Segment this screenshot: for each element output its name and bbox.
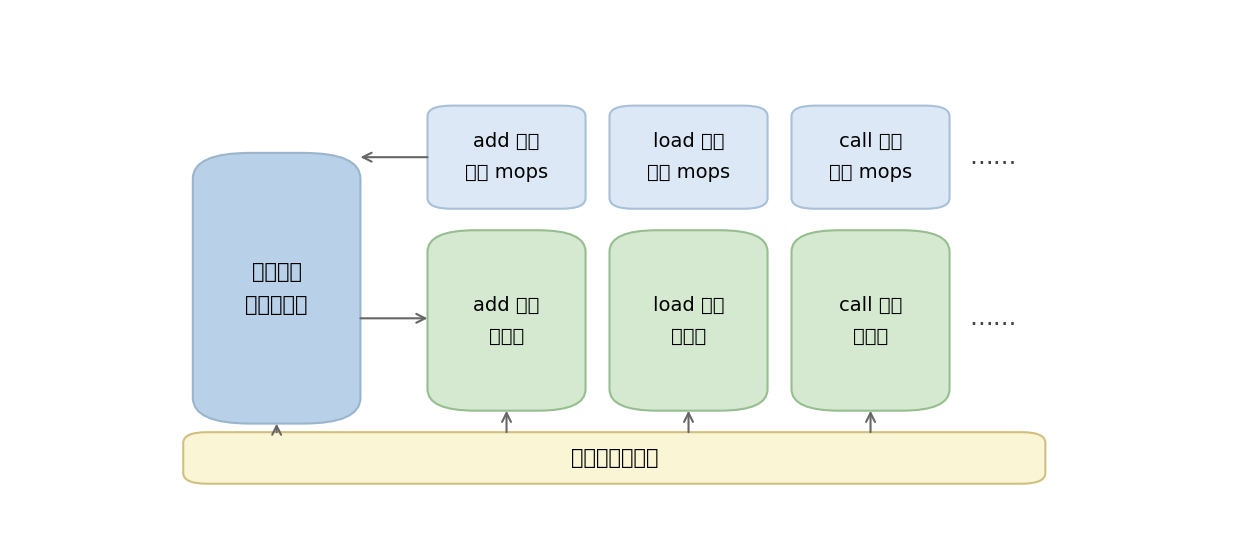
Text: 内存写入
计数正确性: 内存写入 计数正确性: [246, 262, 308, 315]
FancyBboxPatch shape: [791, 105, 949, 209]
Text: ……: ……: [969, 145, 1016, 169]
FancyBboxPatch shape: [193, 153, 361, 424]
FancyBboxPatch shape: [428, 230, 586, 411]
Text: ……: ……: [969, 306, 1016, 330]
FancyBboxPatch shape: [609, 105, 768, 209]
Text: call 指令
最小 mops: call 指令 最小 mops: [829, 132, 912, 182]
FancyBboxPatch shape: [428, 105, 586, 209]
Text: load 指令
正确性: load 指令 正确性: [653, 295, 724, 345]
FancyBboxPatch shape: [609, 230, 768, 411]
Text: call 指令
正确性: call 指令 正确性: [839, 295, 902, 345]
Text: load 指令
最小 mops: load 指令 最小 mops: [646, 132, 730, 182]
FancyBboxPatch shape: [183, 432, 1046, 484]
Text: add 指令
最小 mops: add 指令 最小 mops: [465, 132, 548, 182]
Text: add 指令
正确性: add 指令 正确性: [473, 295, 540, 345]
FancyBboxPatch shape: [791, 230, 949, 411]
Text: 内存访问正确性: 内存访问正确性: [571, 448, 658, 468]
